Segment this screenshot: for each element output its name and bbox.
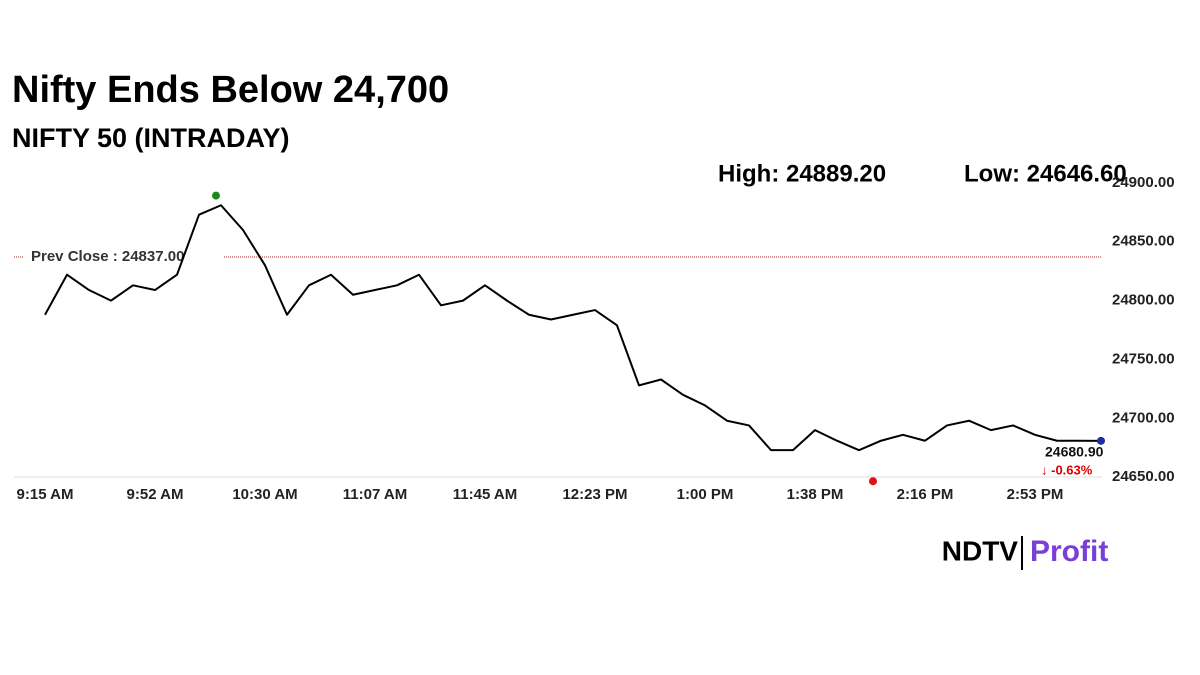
last-price: 24680.90 [1045,444,1104,460]
brand-right: Profit [1030,535,1108,568]
low-marker [869,477,877,486]
x-tick-label: 9:52 AM [127,486,184,503]
chart-title: Nifty Ends Below 24,700 [12,69,449,111]
prev-close-label: Prev Close : 24837.00 [31,248,184,265]
y-tick-label: 24650.00 [1112,468,1175,485]
y-tick-label: 24850.00 [1112,233,1175,250]
prev-close-bg [24,246,224,269]
chart-subtitle: NIFTY 50 (INTRADAY) [12,123,290,153]
x-tick-label: 9:15 AM [17,486,74,503]
x-tick-label: 1:38 PM [787,486,844,503]
high-text: High: 24889.20 [718,160,886,187]
high-marker [212,191,220,200]
brand-left: NDTV [942,535,1019,566]
y-tick-label: 24800.00 [1112,292,1175,309]
x-tick-label: 11:07 AM [343,486,407,503]
y-tick-label: 24700.00 [1112,409,1175,426]
x-tick-label: 10:30 AM [232,486,297,503]
change: ↓ -0.63% [1041,462,1093,477]
low-text: Low: 24646.60 [964,160,1127,187]
x-tick-label: 2:53 PM [1007,486,1064,503]
price-line [44,204,1102,452]
y-tick-label: 24750.00 [1112,350,1175,367]
x-tick-label: 11:45 AM [453,486,517,503]
x-tick-label: 1:00 PM [677,486,734,503]
x-tick-label: 12:23 PM [562,486,627,503]
x-tick-label: 2:16 PM [897,486,954,503]
last-point [1097,436,1105,445]
y-tick-label: 24900.00 [1112,174,1175,191]
